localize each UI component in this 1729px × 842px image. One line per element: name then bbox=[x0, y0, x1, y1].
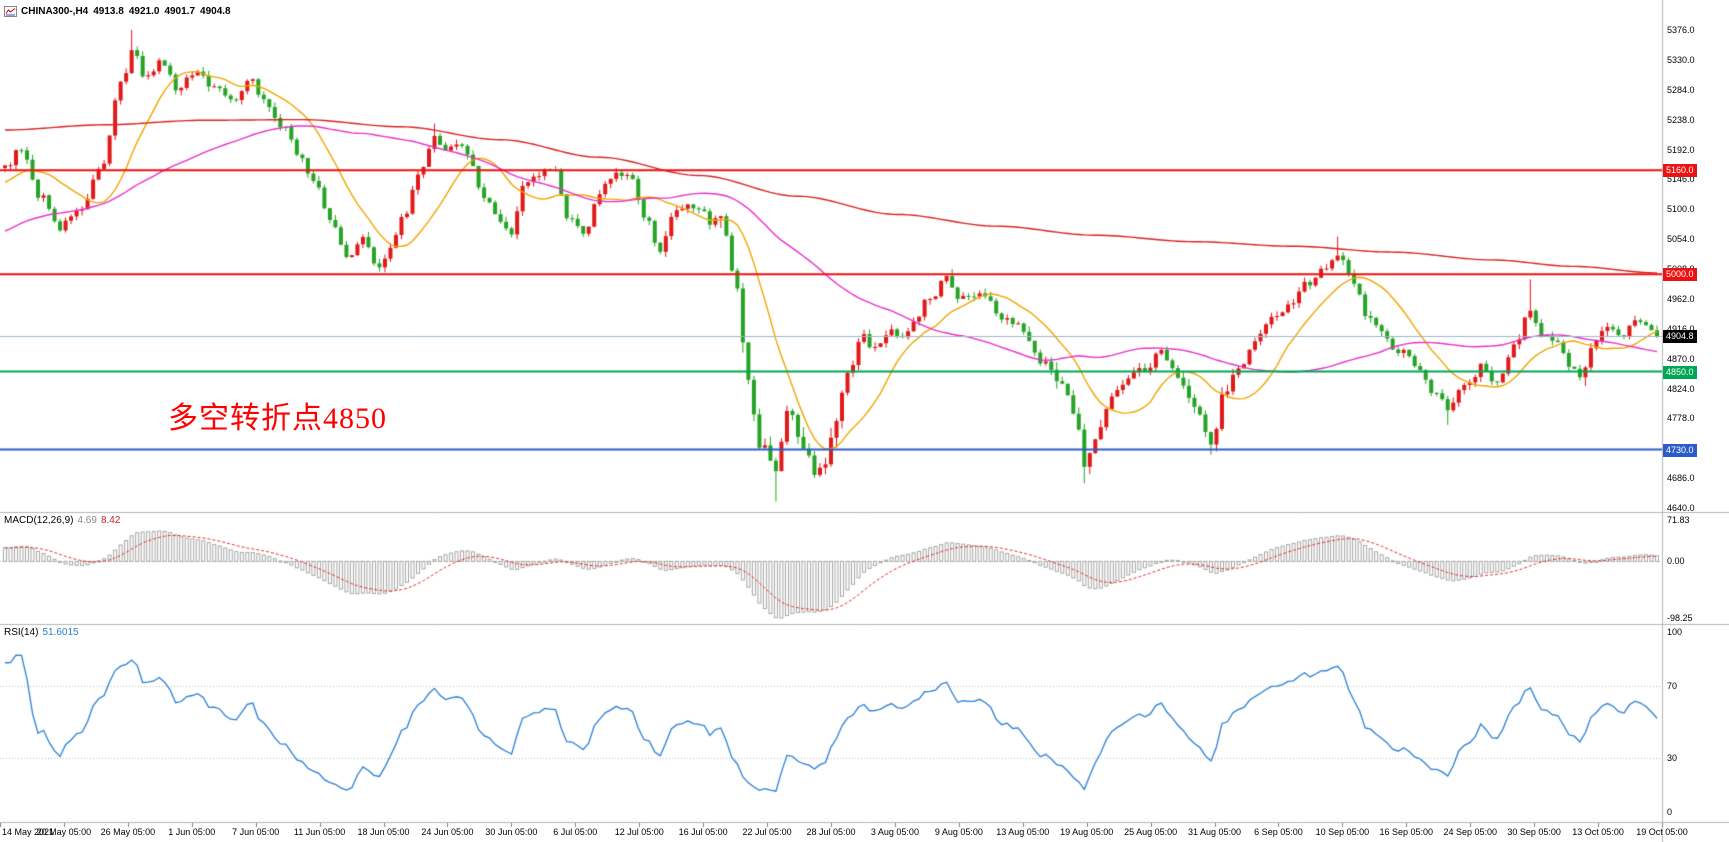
bar-close: 4904.8 bbox=[200, 5, 231, 17]
time-axis-label: 20 May 05:00 bbox=[36, 827, 92, 837]
time-axis-label: 28 Jul 05:00 bbox=[806, 827, 856, 837]
time-axis-label: 24 Jun 05:00 bbox=[421, 827, 474, 837]
text-annotation: 多空转折点4850 bbox=[168, 402, 387, 435]
macd-main-value: 4.69 bbox=[77, 515, 97, 526]
macd-indicator-label: MACD(12,26,9) 4.69 8.42 bbox=[4, 515, 120, 526]
level-price-label: 5160.0 bbox=[1663, 164, 1697, 177]
macd-axis-label: 0.00 bbox=[1667, 556, 1685, 566]
time-axis-label: 30 Sep 05:00 bbox=[1507, 827, 1561, 837]
macd-signal-value: 8.42 bbox=[100, 515, 121, 526]
time-axis-label: 16 Sep 05:00 bbox=[1379, 827, 1434, 837]
price-axis-label: 5238.0 bbox=[1667, 115, 1695, 125]
chart-icon bbox=[4, 5, 17, 17]
bar-open: 4913.8 bbox=[93, 5, 124, 17]
price-axis-label: 4870.0 bbox=[1667, 354, 1695, 364]
price-axis-label: 4640.0 bbox=[1667, 503, 1695, 513]
time-axis-label: 14 May 2021 bbox=[2, 827, 55, 837]
time-axis-label: 6 Sep 05:00 bbox=[1254, 827, 1303, 837]
level-price-label: 4850.0 bbox=[1663, 366, 1697, 379]
rsi-axis-label: 70 bbox=[1667, 681, 1678, 691]
rsi-value: 51.6015 bbox=[42, 627, 79, 638]
time-axis-label: 18 Jun 05:00 bbox=[357, 827, 410, 837]
time-axis-label: 6 Jul 05:00 bbox=[553, 827, 598, 837]
bar-low: 4901.7 bbox=[164, 5, 196, 17]
macd-axis-label: -98.25 bbox=[1667, 613, 1693, 623]
level-price-label: 5000.0 bbox=[1663, 268, 1697, 281]
price-axis-label: 5284.0 bbox=[1667, 85, 1695, 95]
time-axis-label: 31 Aug 05:00 bbox=[1188, 827, 1242, 837]
rsi-name: RSI(14) bbox=[4, 627, 39, 638]
time-axis-label: 10 Sep 05:00 bbox=[1315, 827, 1370, 837]
level-price-label: 4730.0 bbox=[1663, 444, 1697, 457]
price-axis-label: 4962.0 bbox=[1667, 294, 1695, 304]
time-axis-label: 16 Jul 05:00 bbox=[678, 827, 728, 837]
time-axis-label: 24 Sep 05:00 bbox=[1443, 827, 1497, 837]
price-axis-label: 4916.0 bbox=[1667, 324, 1695, 334]
price-axis-label: 4824.0 bbox=[1667, 384, 1695, 394]
price-axis-label: 4778.0 bbox=[1667, 413, 1695, 423]
price-axis-label: 5054.0 bbox=[1667, 234, 1695, 244]
time-axis-label: 26 May 05:00 bbox=[100, 827, 156, 837]
current-price-label: 4904.8 bbox=[1663, 330, 1697, 343]
price-axis-label: 5192.0 bbox=[1667, 145, 1695, 155]
rsi-axis-label: 30 bbox=[1667, 753, 1678, 763]
time-axis-label: 30 Jun 05:00 bbox=[485, 827, 538, 837]
time-axis-label: 13 Aug 05:00 bbox=[996, 827, 1050, 837]
price-axis-label: 5376.0 bbox=[1667, 25, 1695, 35]
time-axis-label: 3 Aug 05:00 bbox=[870, 827, 919, 837]
macd-name: MACD(12,26,9) bbox=[4, 515, 74, 526]
macd-axis-label: 71.83 bbox=[1667, 515, 1690, 525]
price-axis-label: 5146.0 bbox=[1667, 174, 1695, 184]
time-axis-label: 7 Jun 05:00 bbox=[232, 827, 280, 837]
time-axis-label: 1 Jun 05:00 bbox=[168, 827, 216, 837]
symbol-info: CHINA300-,H4 4913.8 4921.0 4901.7 4904.8 bbox=[4, 4, 236, 18]
time-axis-label: 19 Oct 05:00 bbox=[1636, 827, 1688, 837]
time-axis-label: 13 Oct 05:00 bbox=[1572, 827, 1624, 837]
price-axis-label: 5330.0 bbox=[1667, 55, 1695, 65]
time-axis-label: 19 Aug 05:00 bbox=[1060, 827, 1114, 837]
rsi-indicator-label: RSI(14) 51.6015 bbox=[4, 627, 79, 638]
time-axis-label: 11 Jun 05:00 bbox=[293, 827, 346, 837]
time-axis-label: 9 Aug 05:00 bbox=[934, 827, 983, 837]
price-axis-label: 4686.0 bbox=[1667, 473, 1695, 483]
price-axis-label: 5100.0 bbox=[1667, 204, 1695, 214]
time-axis-label: 12 Jul 05:00 bbox=[614, 827, 664, 837]
rsi-axis-label: 100 bbox=[1667, 627, 1683, 637]
time-axis-label: 22 Jul 05:00 bbox=[742, 827, 792, 837]
symbol-period: CHINA300-,H4 bbox=[21, 5, 89, 17]
bar-high: 4921.0 bbox=[128, 5, 160, 17]
time-axis-label: 25 Aug 05:00 bbox=[1124, 827, 1178, 837]
rsi-axis-label: 0 bbox=[1667, 807, 1673, 817]
